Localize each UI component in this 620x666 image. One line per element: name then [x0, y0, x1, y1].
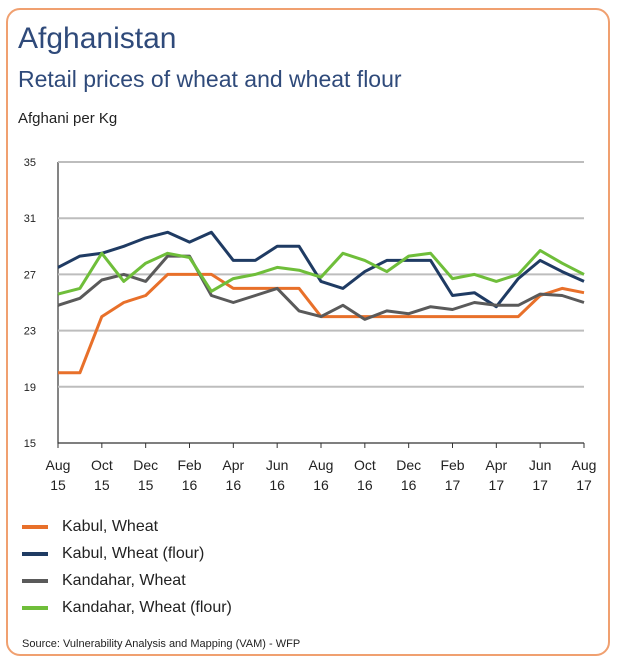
legend-item: Kabul, Wheat — [22, 515, 232, 539]
y-tick-label: 35 — [24, 157, 36, 169]
series-lines — [57, 230, 585, 375]
x-tick-label-year: 17 — [445, 477, 461, 493]
y-tick-label: 31 — [24, 213, 36, 225]
x-tick-label-month: Aug — [309, 457, 334, 473]
x-tick-label-year: 16 — [313, 477, 329, 493]
x-tick-label-year: 16 — [401, 477, 417, 493]
legend-label: Kandahar, Wheat — [62, 572, 186, 589]
x-tick-label-month: Dec — [133, 457, 158, 473]
y-tick-label: 27 — [24, 269, 36, 281]
x-tick-label-year: 15 — [138, 477, 154, 493]
x-tick-label-month: Oct — [91, 457, 113, 473]
series-line-kandahar-wheat-flour — [57, 249, 585, 296]
x-tick-label-year: 15 — [94, 477, 110, 493]
legend-swatch — [22, 525, 48, 529]
legend-swatch — [22, 606, 48, 610]
x-tick-label-year: 15 — [50, 477, 66, 493]
x-tick-label-month: Feb — [177, 457, 201, 473]
x-tick-label-year: 16 — [357, 477, 373, 493]
x-tick-label-month: Apr — [222, 457, 244, 473]
legend-label: Kandahar, Wheat (flour) — [62, 599, 232, 616]
x-tick-label-year: 17 — [576, 477, 592, 493]
legend-label: Kabul, Wheat (flour) — [62, 545, 205, 562]
x-tick-label-month: Feb — [440, 457, 464, 473]
x-tick-label-month: Aug — [46, 457, 71, 473]
x-tick-label-month: Apr — [485, 457, 507, 473]
x-tick-labels: Aug 15 Oct 15 Dec 15 Feb 16 Apr 16 Jun 16 Aug 16 Oct 16… — [46, 443, 597, 493]
y-tick-label: 23 — [24, 326, 36, 338]
line-chart: 15 19 23 27 31 35 Aug 15 Oct 15 Dec 15 Feb 16 Apr 16 Ju… — [24, 157, 597, 493]
x-tick-label-month: Oct — [354, 457, 376, 473]
x-tick-label-month: Dec — [396, 457, 421, 473]
x-tick-label-month: Jun — [529, 457, 552, 473]
legend-item: Kandahar, Wheat (flour) — [22, 596, 232, 620]
y-tick-label: 15 — [24, 438, 36, 450]
series-line-kabul-wheat — [58, 272, 585, 375]
x-tick-label-month: Jun — [266, 457, 289, 473]
x-tick-label-year: 17 — [489, 477, 505, 493]
x-tick-label-year: 16 — [226, 477, 242, 493]
x-tick-label-month: Aug — [572, 457, 597, 473]
legend-label: Kabul, Wheat — [62, 518, 159, 535]
x-tick-label-year: 16 — [182, 477, 198, 493]
x-tick-label-year: 16 — [269, 477, 285, 493]
x-tick-label-year: 17 — [532, 477, 548, 493]
plot-axes — [57, 162, 584, 444]
grid-lines — [57, 161, 584, 444]
legend-item: Kabul, Wheat (flour) — [22, 542, 232, 566]
chart-card — [6, 8, 610, 656]
source-note: Source: Vulnerability Analysis and Mappi… — [22, 638, 301, 650]
y-axis-unit-label: Afghani per Kg — [18, 110, 118, 127]
legend-swatch — [22, 552, 48, 556]
page-title: Afghanistan — [18, 22, 177, 55]
legend-item: Kandahar, Wheat — [22, 569, 232, 593]
y-tick-label: 19 — [24, 382, 36, 394]
series-line-kandahar-wheat — [57, 254, 585, 321]
chart-subtitle: Retail prices of wheat and wheat flour — [18, 66, 402, 92]
legend-swatch — [22, 579, 48, 583]
legend: Kabul, Wheat Kabul, Wheat (flour) Kandah… — [22, 515, 232, 623]
y-tick-labels: 15 19 23 27 31 35 — [24, 157, 36, 450]
